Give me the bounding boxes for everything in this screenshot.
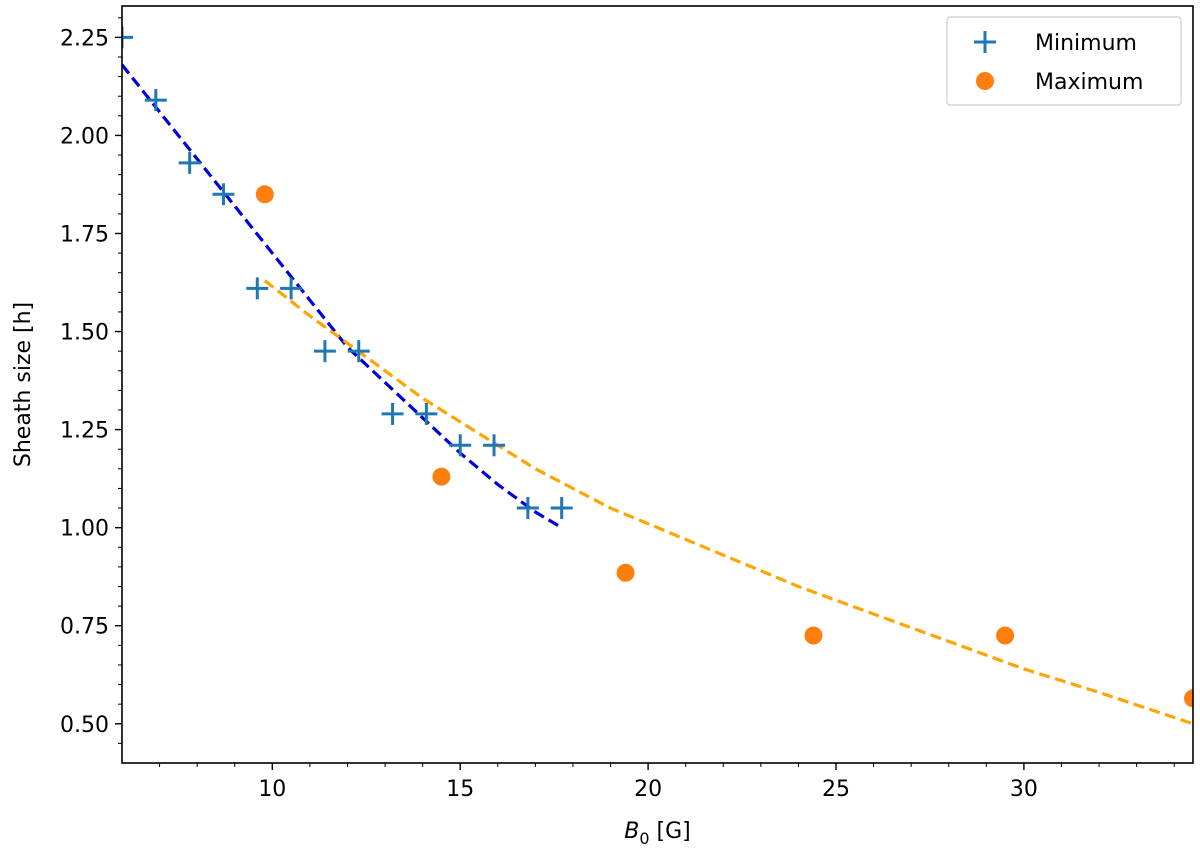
maximum-point	[1184, 689, 1193, 708]
x-axis-label-unit: [G]	[650, 819, 691, 844]
legend-maximum-marker	[976, 72, 994, 90]
legend-maximum-label: Maximum	[1035, 70, 1143, 95]
minimum-point	[280, 277, 303, 300]
data-markers	[122, 26, 1193, 708]
fit-line-2	[263, 279, 1193, 726]
x-axis-label: B0 [G]	[624, 819, 691, 848]
minimum-point	[347, 340, 370, 363]
fit-line-1	[122, 63, 563, 530]
legend-box	[946, 16, 1182, 106]
maximum-point	[616, 563, 635, 582]
legend: Minimum Maximum	[946, 16, 1182, 106]
maximum-point	[255, 185, 274, 204]
x-axis-label-symbol: B	[624, 819, 639, 844]
minimum-point	[550, 497, 573, 520]
minimum-point	[516, 497, 539, 520]
y-tick-label: 1.75	[60, 222, 109, 247]
minimum-point	[313, 340, 336, 363]
y-tick-label: 1.00	[60, 517, 109, 542]
maximum-point	[996, 626, 1015, 645]
x-axis-label-subscript: 0	[639, 829, 649, 848]
x-tick-label: 20	[634, 777, 662, 802]
minimum-point	[415, 402, 438, 425]
minimum-point	[122, 26, 133, 49]
maximum-point	[804, 626, 823, 645]
legend-minimum-marker	[974, 31, 996, 53]
x-tick-label: 15	[446, 777, 474, 802]
y-tick-label: 2.25	[60, 26, 109, 51]
minimum-point	[483, 434, 506, 457]
y-axis-label: Sheath size [h]	[11, 302, 36, 467]
minimum-point	[212, 183, 235, 206]
minimum-point	[246, 277, 269, 300]
x-tick-label: 25	[822, 777, 850, 802]
legend-items: Minimum Maximum	[974, 31, 1143, 95]
y-tick-label: 0.75	[60, 615, 109, 640]
fit-lines	[122, 63, 1193, 726]
minimum-point	[381, 402, 404, 425]
y-tick-label: 1.50	[60, 321, 109, 346]
y-tick-label: 2.00	[60, 124, 109, 149]
plot-frame	[121, 5, 1194, 764]
maximum-point	[432, 467, 451, 486]
y-tick-label: 1.25	[60, 419, 109, 444]
y-tick-label: 0.50	[60, 713, 109, 738]
x-tick-label: 10	[258, 777, 286, 802]
x-tick-label: 30	[1010, 777, 1038, 802]
minimum-point	[144, 89, 167, 112]
minimum-point	[178, 151, 201, 174]
axis-ticks: 10 15 20 25 30 0.50 0.75 1.00 1.25 1.50 1.75 2.00 2.…	[60, 17, 1175, 802]
minimum-point	[449, 434, 472, 457]
legend-minimum-label: Minimum	[1035, 31, 1137, 56]
